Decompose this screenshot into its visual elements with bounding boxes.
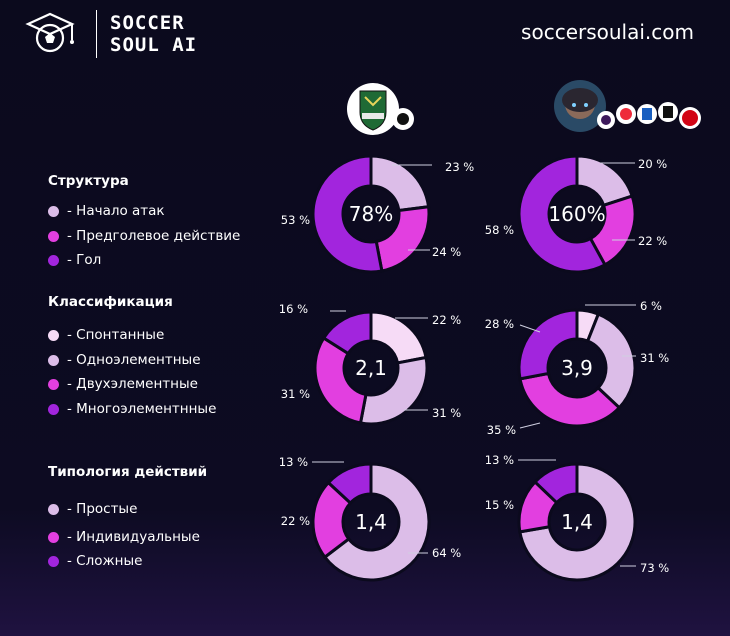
header-divider	[96, 10, 97, 58]
donut-center-label-4: 1,4	[355, 510, 387, 534]
slice-label-3-2: 35 %	[487, 423, 516, 437]
legend-label: - Начало атак	[67, 203, 165, 219]
donut-center-label-1: 160%	[548, 202, 605, 226]
slice-label-2-0: 22 %	[432, 313, 461, 327]
section-title-structure: Структура	[48, 173, 129, 189]
brand-line-1: SOCCER	[110, 12, 185, 34]
legend-label: - Простые	[67, 501, 138, 517]
donut-slice-2-2	[313, 335, 368, 425]
leader-line-3-2	[519, 422, 541, 429]
leader-line-3-3	[519, 324, 541, 333]
legend-dot	[48, 403, 59, 415]
section-title-classification: Классификация	[48, 294, 173, 310]
slice-label-5-0: 73 %	[640, 561, 669, 575]
legend-label: - Гол	[67, 252, 102, 268]
donut-center-label-2: 2,1	[355, 356, 387, 380]
donut-slice-5-0	[518, 462, 637, 582]
soccer-ball-logo-icon	[25, 12, 75, 53]
legend-dot	[48, 503, 59, 515]
donut-center-label-3: 3,9	[561, 356, 593, 380]
slice-label-1-0: 20 %	[638, 157, 667, 171]
donut-center-label-5: 1,4	[561, 510, 593, 534]
legend-label: - Предголевое действие	[67, 228, 241, 244]
legend-item-two-element: - Двухэлементные	[48, 376, 198, 392]
slice-label-4-1: 22 %	[281, 514, 310, 528]
legend-label: - Одноэлементные	[67, 352, 201, 368]
legend-dot	[48, 254, 59, 266]
legend-item-complex: - Сложные	[48, 553, 142, 569]
legend-dot	[48, 531, 59, 543]
legend-label: - Двухэлементные	[67, 376, 198, 392]
legend-item-simple: - Простые	[48, 501, 137, 517]
brand-name: SOCCER SOUL AI	[110, 12, 197, 56]
site-url: soccersoulai.com	[521, 20, 694, 44]
legend-item-one-element: - Одноэлементные	[48, 352, 201, 368]
slice-label-1-2: 58 %	[485, 223, 514, 237]
donut-slice-3-1	[585, 312, 637, 410]
slice-label-5-2: 13 %	[485, 453, 514, 467]
slice-label-3-3: 28 %	[485, 317, 514, 331]
donut-slice-4-2	[326, 462, 373, 506]
legend-item-individual: - Индивидуальные	[48, 529, 200, 545]
brand-line-2: SOUL AI	[110, 34, 198, 56]
donut-center-label-0: 78%	[349, 202, 393, 226]
legend-item-spontaneous: - Спонтанные	[48, 327, 164, 343]
legend-item-goal: - Гол	[48, 252, 101, 268]
legend-item-pre-goal: - Предголевое действие	[48, 228, 240, 244]
legend-dot	[48, 230, 59, 242]
slice-label-5-1: 15 %	[485, 498, 514, 512]
legend-label: - Сложные	[67, 553, 143, 569]
legend-label: - Спонтанные	[67, 327, 165, 343]
donut-slice-2-1	[358, 355, 429, 426]
legend-dot	[48, 205, 59, 217]
legend-label: - Многоэлементнные	[67, 401, 217, 417]
legend-item-multi-element: - Многоэлементнные	[48, 401, 216, 417]
slice-label-0-1: 24 %	[432, 245, 461, 259]
donut-slice-2-3	[321, 310, 373, 356]
legend-dot	[48, 354, 59, 366]
slice-label-0-2: 53 %	[281, 213, 310, 227]
slice-label-2-1: 31 %	[432, 406, 461, 420]
legend-item-attack-start: - Начало атак	[48, 203, 165, 219]
team-crest-icon	[347, 83, 414, 135]
legend-dot	[48, 378, 59, 390]
donut-slice-4-0	[322, 462, 431, 582]
slice-label-2-2: 31 %	[281, 387, 310, 401]
legend-dot	[48, 329, 59, 341]
slice-label-3-0: 6 %	[640, 299, 662, 313]
donut-slice-0-2	[311, 154, 384, 274]
donut-slice-1-2	[517, 154, 607, 274]
donut-slice-3-2	[518, 371, 622, 428]
section-title-typology: Типология действий	[48, 464, 208, 480]
slice-label-1-1: 22 %	[638, 234, 667, 248]
slice-label-4-0: 64 %	[432, 546, 461, 560]
slice-label-3-1: 31 %	[640, 351, 669, 365]
ai-avatar-league-logos-icon	[554, 80, 701, 132]
slice-label-4-2: 13 %	[279, 455, 308, 469]
legend-label: - Индивидуальные	[67, 529, 200, 545]
donut-slice-3-3	[517, 308, 579, 381]
slice-label-0-0: 23 %	[445, 160, 474, 174]
donut-slice-5-2	[532, 462, 579, 505]
slice-label-2-3: 16 %	[279, 302, 308, 316]
legend-dot	[48, 555, 59, 567]
